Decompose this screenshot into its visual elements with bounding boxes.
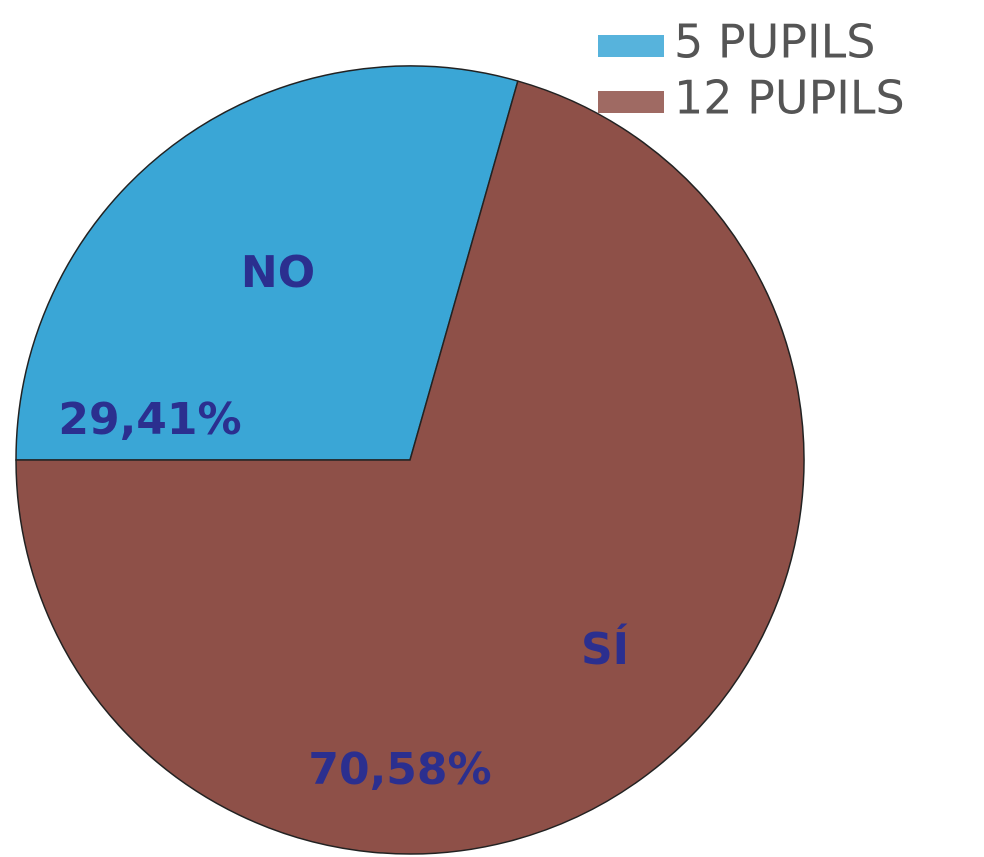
legend-swatch <box>598 35 664 57</box>
value-label: 70,58% <box>308 744 491 795</box>
slice-label: SÍ <box>581 622 629 675</box>
pie-slice <box>15 65 519 461</box>
pie-slice <box>15 80 805 855</box>
legend-label: 5 PUPILS <box>674 15 875 69</box>
slice-label: NO <box>241 247 315 298</box>
legend-label: 12 PUPILS <box>674 71 905 125</box>
legend-swatch <box>598 91 664 113</box>
value-label: 29,41% <box>58 394 241 445</box>
